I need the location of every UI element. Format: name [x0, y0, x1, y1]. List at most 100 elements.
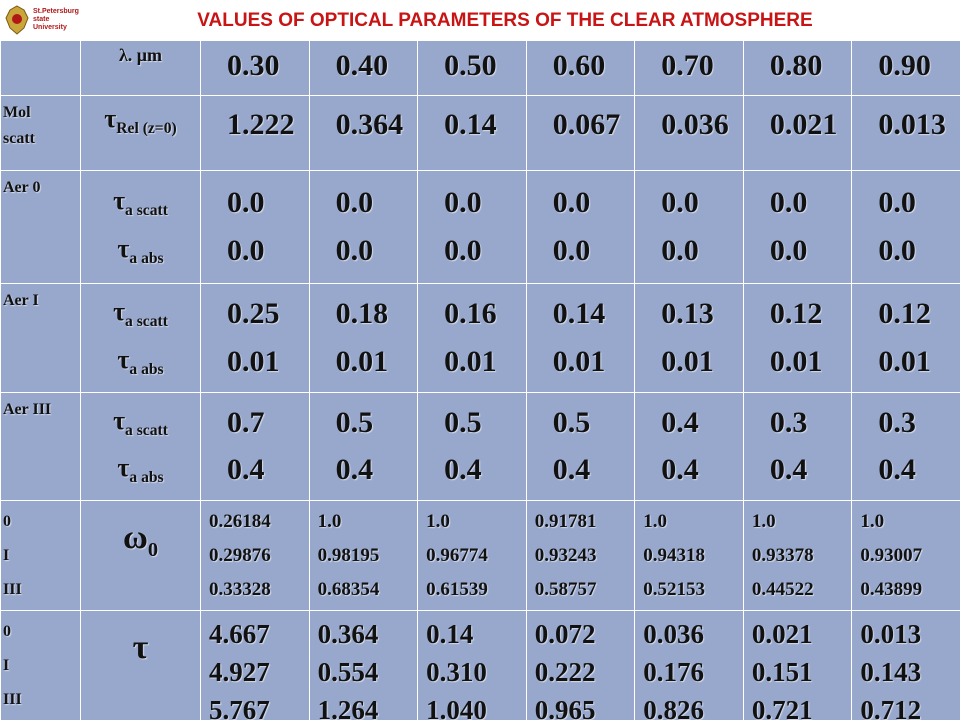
value: 1.0: [751, 511, 776, 532]
value: 0.5: [335, 406, 374, 439]
row-label-line: III: [3, 691, 22, 708]
value: 0.0: [444, 234, 482, 268]
row-label-cell: Aer I: [0, 283, 81, 393]
value: 0.0: [227, 234, 265, 268]
row-label-line: 0: [3, 513, 11, 530]
value-stack: 1.0 0.96774 0.61539: [418, 501, 526, 610]
param-line: τa abs: [81, 345, 200, 379]
value: 0.29876: [209, 545, 271, 566]
wavelength: 0.80: [769, 49, 823, 82]
param-symbol: τ: [117, 344, 130, 374]
value: 0.0: [335, 234, 374, 268]
value-cell: 0.364 0.554 1.264: [308, 610, 419, 720]
value: 0.4: [335, 453, 374, 486]
value-stack: 0.14: [418, 96, 526, 170]
value-stack: 0.036 0.176 0.826: [635, 611, 743, 720]
value-stack: 0.021 0.151 0.721: [744, 611, 852, 720]
row-label: 0 I III: [1, 501, 80, 607]
value: 0.91781: [534, 511, 597, 532]
param-subscript: a abs: [129, 250, 164, 268]
value-cell: 0.14: [417, 95, 527, 171]
value-stack: 0.364: [310, 96, 418, 170]
value: 0.01: [661, 344, 714, 378]
value-stack: 1.0 0.93378 0.44522: [744, 501, 852, 610]
param-line: τa scatt: [81, 406, 200, 440]
param-stack: ω0: [81, 501, 200, 610]
value: 1.0: [860, 511, 885, 532]
logo-line: University: [33, 24, 67, 31]
value-stack: 0.3 0.4: [852, 393, 960, 500]
value-cell: 0.364: [308, 95, 419, 171]
row-label: Aer III: [1, 393, 80, 423]
value: 0.4: [661, 453, 699, 486]
value: 0.0: [878, 185, 916, 219]
value-stack: 1.0 0.94318 0.52153: [635, 501, 743, 610]
value-cell: 0.021: [742, 95, 853, 171]
value: 0.151: [751, 657, 813, 687]
value: 0.021: [769, 108, 838, 141]
value: 0.01: [552, 344, 606, 378]
param-line: τa abs: [81, 234, 200, 268]
param-line: τ: [81, 629, 200, 667]
value: 0.0: [552, 185, 591, 219]
param-symbol: τ: [117, 452, 130, 482]
row-label-line: Mol: [3, 104, 31, 121]
wavelength-cell: 0.50: [417, 40, 527, 96]
value-cell: 1.0 0.94318 0.52153: [634, 500, 744, 611]
value: 0.01: [444, 344, 497, 378]
value: 0.0: [552, 234, 591, 268]
value-stack: 0.0 0.0: [201, 171, 309, 283]
value: 0.5: [552, 406, 591, 439]
value: 1.222: [227, 108, 295, 141]
value-cell: 0.0 0.0: [525, 170, 636, 284]
param-subscript: a abs: [129, 469, 164, 487]
value: 0.067: [552, 108, 621, 141]
value-cell: 0.013: [851, 95, 960, 171]
value: 0.4: [661, 406, 699, 439]
value: 0.3: [769, 406, 808, 439]
row-label-cell: 0 I III: [0, 610, 81, 720]
row-label: Aer 0: [1, 171, 80, 201]
value: 5.767: [209, 695, 270, 720]
value-stack: 0.0 0.0: [310, 171, 418, 283]
value: 0.712: [860, 695, 922, 720]
wavelength-cell: 0.40: [308, 40, 419, 96]
value: 4.667: [209, 619, 270, 649]
logo-line: state: [33, 16, 50, 23]
value-stack: 0.067: [527, 96, 635, 170]
value-cell: 0.021 0.151 0.721: [742, 610, 853, 720]
value-stack: 0.18 0.01: [310, 284, 418, 392]
value-stack: 0.5 0.4: [527, 393, 635, 500]
param-cell: ω0: [80, 500, 201, 611]
value: 0.68354: [317, 579, 380, 600]
value: 0.021: [751, 619, 813, 649]
value-cell: 4.667 4.927 5.767: [200, 610, 310, 720]
table: λ. μm 0.30 0.40 0.50 0.60 0.70 0.80 0.90 Mol scat…: [0, 40, 960, 720]
value-stack: 0.0 0.0: [744, 171, 852, 283]
value-stack: 0.4 0.4: [635, 393, 743, 500]
value-cell: 0.013 0.143 0.712: [851, 610, 960, 720]
value: 0.93007: [860, 545, 923, 566]
value-cell: 0.067: [525, 95, 636, 171]
row-label: 0 I III: [1, 611, 80, 717]
row-label-cell: Mol scatt: [0, 95, 81, 171]
value: 0.826: [643, 695, 705, 720]
wavelength: 0.70: [661, 49, 714, 82]
value-cell: 0.0 0.0: [200, 170, 310, 284]
value: 0.364: [317, 619, 379, 649]
value-cell: 0.036 0.176 0.826: [634, 610, 744, 720]
wavelength: 0.60: [552, 49, 606, 82]
value: 0.0: [769, 185, 808, 219]
value-cell: 0.0 0.0: [634, 170, 744, 284]
value: 0.4: [444, 453, 482, 486]
value: 0.4: [878, 453, 916, 486]
value: 0.310: [426, 657, 487, 687]
param-subscript: 0: [147, 538, 159, 561]
value: 0.14: [552, 297, 606, 331]
param-cell: τ: [80, 610, 201, 720]
value: 0.364: [335, 108, 404, 141]
value-cell: 1.0 0.98195 0.68354: [308, 500, 419, 611]
row-label-line: I: [3, 657, 10, 674]
value: 0.3: [878, 406, 916, 439]
value-cell: 0.0 0.0: [742, 170, 853, 284]
